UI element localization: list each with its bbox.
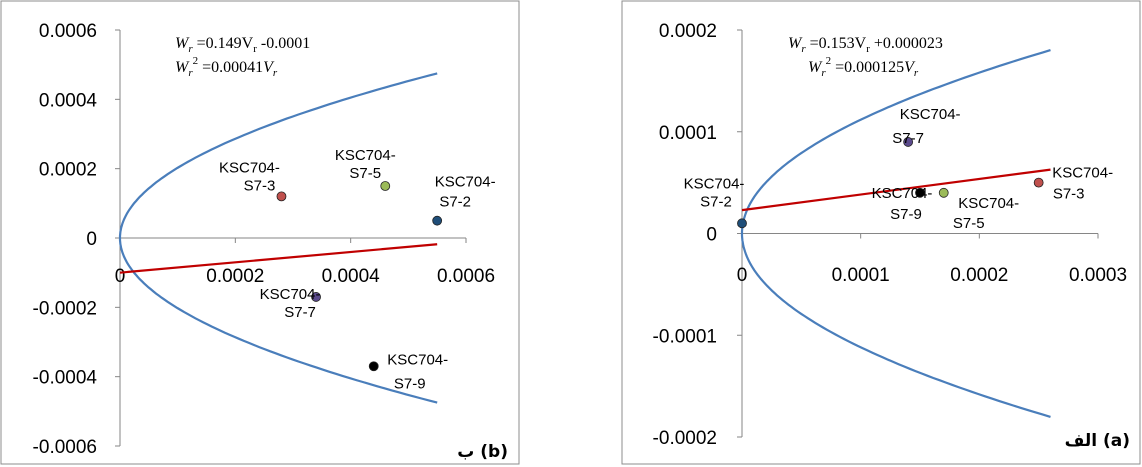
panel-b-parabola-curve bbox=[118, 72, 438, 404]
panel-a-data-point bbox=[903, 137, 914, 147]
eq-b-line-rest: =0.149V bbox=[193, 35, 254, 52]
eq-b-parab-wsub: r bbox=[188, 67, 193, 79]
panel-a-x-tick-label: 0.0002 bbox=[950, 265, 1008, 286]
panel-b-y-tick-label: 0.0002 bbox=[39, 160, 97, 181]
panel-b-y-tick-label: -0.0004 bbox=[33, 368, 98, 389]
panel-b-data-point bbox=[380, 181, 391, 191]
panel-b: 0.0006 0.0004 0.0002 0 -0.0002 -0.0004 -0.0006… bbox=[0, 0, 520, 465]
eq-b-parab-w: W bbox=[175, 59, 190, 76]
panel-a-point-label-line1: KSC704- bbox=[684, 175, 745, 192]
panel-b-data-point bbox=[432, 215, 443, 226]
panel-a-point-label-line2: S7-5 bbox=[953, 215, 985, 232]
panel-a-point-label-line2: S7-3 bbox=[1053, 186, 1085, 203]
panel-b-point-label-line1: KSC704- bbox=[260, 286, 321, 303]
eq-a-parab-vsub: r bbox=[914, 67, 919, 79]
panel-b-point-label-line1: KSC704- bbox=[335, 147, 396, 164]
panel-a-x-tick-label: 0.0003 bbox=[1069, 265, 1127, 286]
panel-b-equation-line: Wr =0.149Vr -0.0001 bbox=[175, 35, 310, 55]
eq-a-line-vsub: r bbox=[866, 43, 870, 55]
panel-a-tag: الف (a) bbox=[1065, 431, 1130, 451]
panel-a-x-tick-label: 0.0001 bbox=[832, 265, 890, 286]
eq-b-parab-v: V bbox=[263, 59, 275, 76]
panel-b-point-label-line2: S7-7 bbox=[284, 304, 316, 321]
panel-b-x-tick-label: 0.0002 bbox=[206, 266, 264, 287]
panel-a-data-point bbox=[737, 218, 747, 229]
eq-b-parab-sup: 2 bbox=[193, 55, 199, 67]
panel-b-point-label-line2: S7-2 bbox=[439, 194, 471, 211]
panel-b-point-label-line2: S7-9 bbox=[394, 375, 426, 392]
eq-b-parab-rest: =0.00041 bbox=[198, 59, 263, 76]
panel-a-fit-line bbox=[741, 168, 1051, 212]
eq-b-line-wsub: r bbox=[188, 43, 193, 55]
panel-a-y-tick-label: -0.0001 bbox=[653, 326, 717, 347]
eq-a-parab-wsub: r bbox=[821, 67, 826, 79]
eq-b-line-w: W bbox=[175, 35, 190, 52]
panel-a-plot: 0.0002 0.0001 0 -0.0001 -0.0002 0 0.0001 0.0002… bbox=[653, 21, 1128, 449]
eq-a-parab-sup: 2 bbox=[826, 55, 832, 67]
panel-b-plot: 0.0006 0.0004 0.0002 0 -0.0002 -0.0004 -0.0006… bbox=[33, 21, 496, 458]
panel-b-fit-line bbox=[119, 243, 438, 274]
eq-a-parab-rest: =0.000125 bbox=[831, 59, 904, 76]
panel-b-x-tick-label: 0 bbox=[115, 266, 126, 287]
panel-b-point-label-line1: KSC704- bbox=[219, 159, 280, 176]
panel-b-y-tick-label: 0 bbox=[86, 229, 97, 250]
panel-b-y-tick-label: -0.0002 bbox=[33, 298, 97, 319]
panel-b-data-point bbox=[311, 292, 321, 302]
eq-a-line-tail: +0.000023 bbox=[870, 35, 943, 52]
eq-a-line-rest: =0.153V bbox=[806, 35, 867, 52]
panel-a-point-label-line1: KSC704- bbox=[958, 195, 1019, 212]
panel-b-data-point bbox=[368, 361, 379, 372]
panel-a-y-tick-label: -0.0002 bbox=[653, 428, 717, 449]
panel-b-data-point bbox=[276, 191, 287, 202]
panel-a-data-point bbox=[1033, 177, 1044, 188]
panel-b-y-tick-label: 0.0006 bbox=[39, 21, 97, 42]
panel-a-frame bbox=[621, 0, 1141, 465]
panel-a-point-label-line1: KSC704- bbox=[900, 106, 961, 123]
panel-b-point-label-line2: S7-3 bbox=[244, 177, 276, 194]
panel-a-point-label-line1: KSC704- bbox=[872, 185, 933, 202]
panel-a-point-label-line2: S7-9 bbox=[890, 206, 922, 223]
panel-b-point-label-line1: KSC704- bbox=[435, 174, 496, 191]
panel-b-y-tick-label: -0.0006 bbox=[33, 437, 97, 458]
panel-a-data-point bbox=[938, 187, 949, 198]
panel-a-point-label-line2: S7-2 bbox=[700, 193, 732, 210]
eq-a-parab-w: W bbox=[808, 59, 823, 76]
panel-a-data-point bbox=[915, 187, 925, 198]
panel-a-point-label-line1: KSC704- bbox=[1052, 165, 1113, 182]
eq-b-line-tail: -0.0001 bbox=[257, 35, 310, 52]
panel-b-equation-parabola: Wr2 =0.00041Vr bbox=[175, 55, 278, 79]
panel-b-point-label-line2: S7-5 bbox=[349, 165, 381, 182]
panel-a-parabola-curve bbox=[740, 49, 1051, 418]
panel-a-equation-line: Wr =0.153Vr +0.000023 bbox=[788, 35, 943, 55]
eq-a-line-wsub: r bbox=[801, 43, 806, 55]
panel-b-point-label-line1: KSC704- bbox=[387, 351, 448, 368]
panel-a-equation-parabola: Wr2 =0.000125Vr bbox=[808, 55, 919, 79]
panel-a-y-tick-label: 0.0001 bbox=[659, 123, 717, 144]
panel-a: 0.0002 0.0001 0 -0.0001 -0.0002 0 0.0001 0.0002… bbox=[621, 0, 1141, 465]
eq-b-line-vsub: r bbox=[253, 43, 257, 55]
panel-a-point-label-line2: S7-7 bbox=[892, 130, 924, 147]
panel-b-tag: ب (b) bbox=[457, 442, 508, 462]
eq-b-parab-vsub: r bbox=[273, 67, 278, 79]
panel-b-frame bbox=[0, 0, 520, 465]
panel-a-y-tick-label: 0 bbox=[706, 225, 717, 246]
panel-a-x-tick-label: 0 bbox=[737, 265, 748, 286]
eq-a-line-w: W bbox=[788, 35, 803, 52]
eq-a-parab-v: V bbox=[904, 59, 916, 76]
panel-b-x-tick-label: 0.0004 bbox=[322, 266, 381, 287]
panel-b-x-tick-label: 0.0006 bbox=[437, 266, 495, 287]
panel-b-y-tick-label: 0.0004 bbox=[39, 90, 98, 111]
panel-a-y-tick-label: 0.0002 bbox=[659, 21, 717, 42]
